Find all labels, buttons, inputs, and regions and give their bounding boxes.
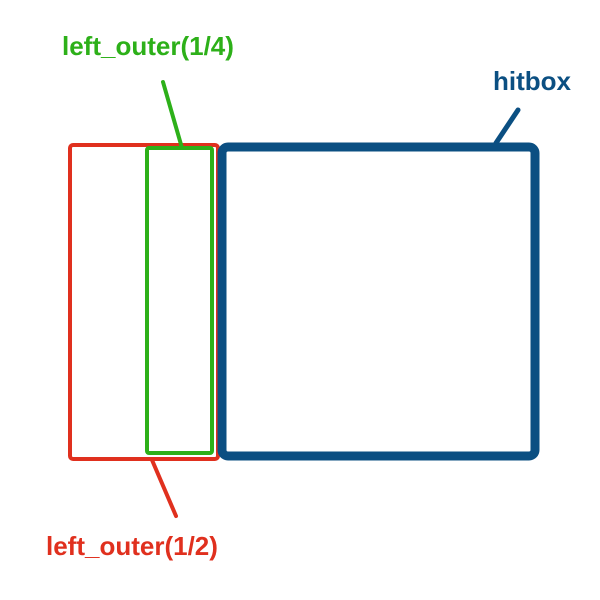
left-outer-half-label: left_outer(1/2): [46, 531, 218, 561]
hitbox-box: [217, 142, 540, 461]
hitbox-leader: [493, 107, 521, 146]
left-outer-quarter-box: [145, 146, 214, 455]
left-outer-quarter-label: left_outer(1/4): [62, 31, 234, 61]
left-outer-quarter-leader: [161, 80, 184, 150]
hitbox-label: hitbox: [493, 66, 572, 96]
left-outer-half-box: [68, 143, 220, 461]
left-outer-half-leader: [150, 458, 178, 518]
